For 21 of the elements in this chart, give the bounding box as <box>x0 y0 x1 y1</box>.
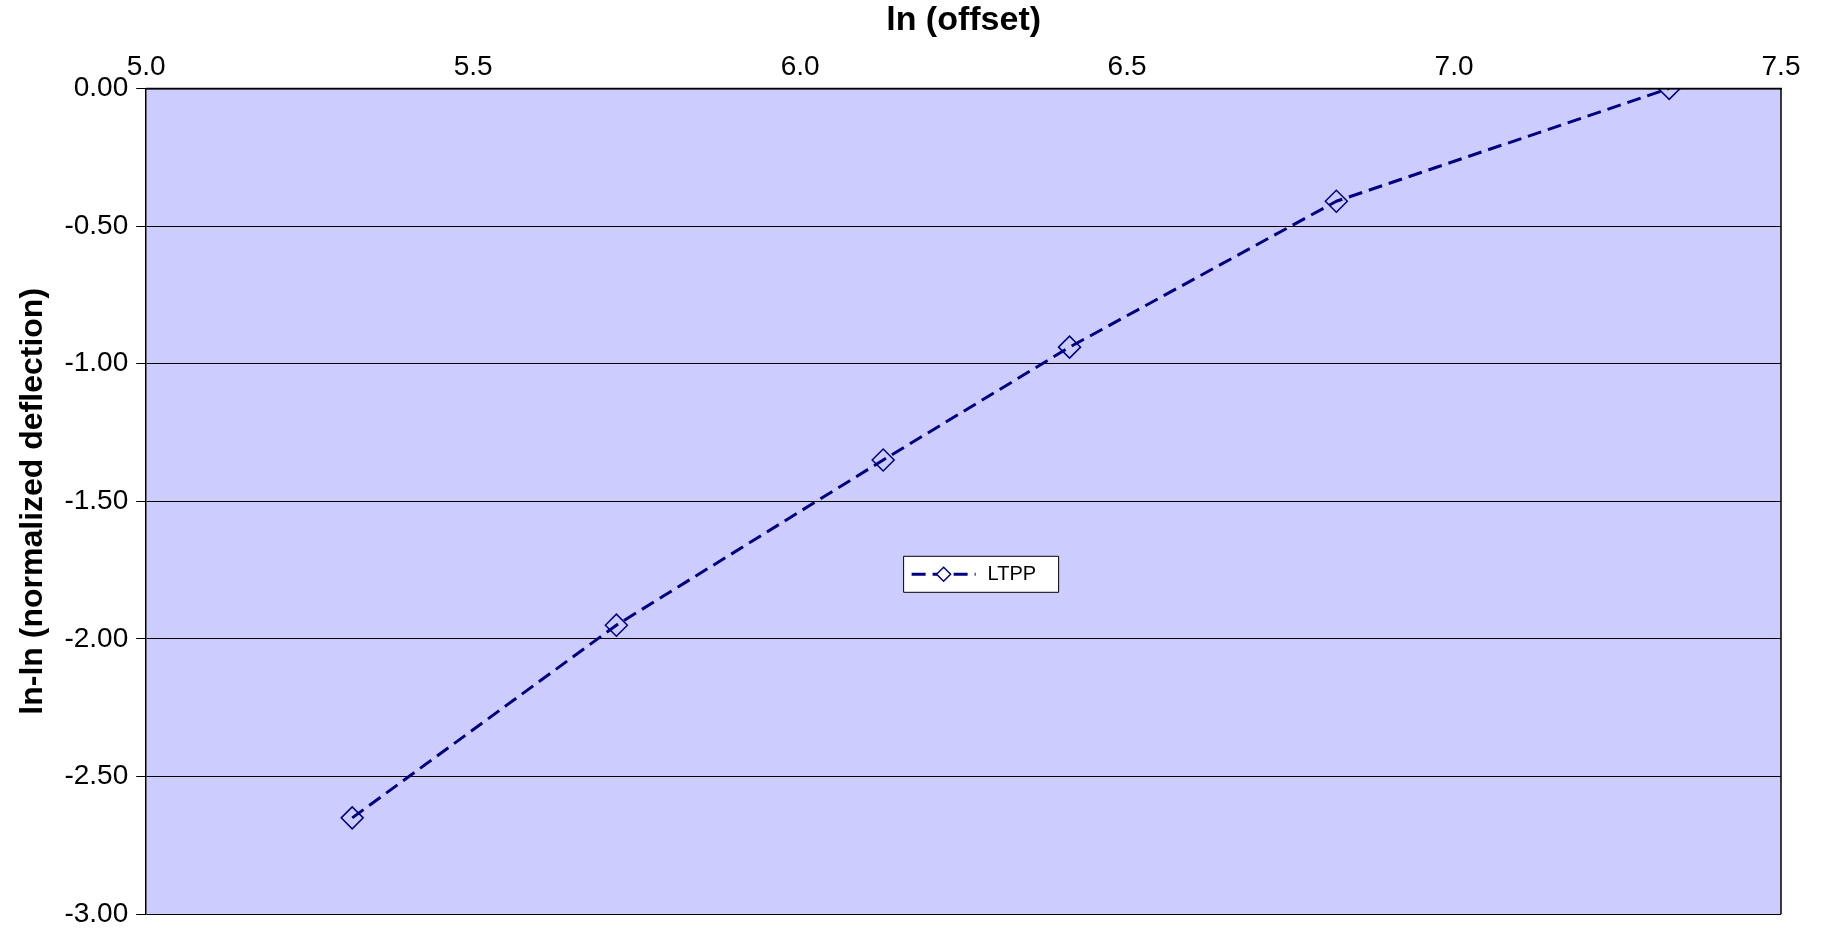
x-tick-label: 7.5 <box>1761 50 1801 82</box>
y-tick-label: -2.50 <box>64 759 129 791</box>
x-tick-label: 6.5 <box>1107 50 1147 82</box>
y-axis-title: ln-ln (normalized deflection) <box>13 287 50 715</box>
point <box>1324 189 1349 214</box>
point <box>340 806 364 830</box>
x-tick-label: 7.0 <box>1434 50 1474 82</box>
point <box>871 448 895 472</box>
y-tick-label: 0.00 <box>73 71 129 103</box>
x-tick-label: 5.0 <box>126 50 166 82</box>
point <box>1057 335 1082 359</box>
y-tick-label: -3.00 <box>64 896 129 928</box>
legend-label: LTPP <box>987 561 1037 584</box>
x-tick-label: 6.0 <box>780 50 820 82</box>
y-tick-label: -0.50 <box>64 208 129 240</box>
x-tick-label: 5.5 <box>453 50 493 82</box>
y-tick-label: -1.00 <box>64 346 129 378</box>
y-tick-label: -2.00 <box>64 621 129 653</box>
x-axis-title: ln (offset) <box>886 0 1042 37</box>
y-tick-label: -1.50 <box>64 484 129 516</box>
point <box>604 613 629 637</box>
